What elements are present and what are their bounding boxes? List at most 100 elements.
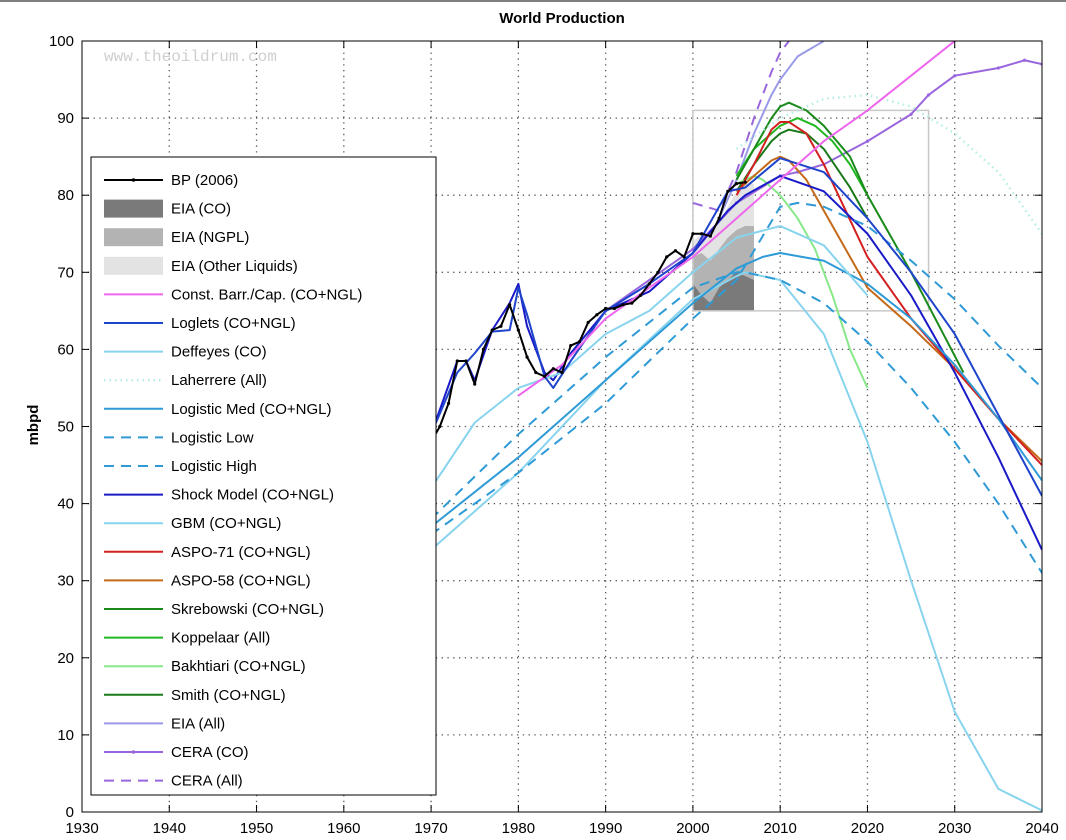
point-bp-2006 [604, 306, 608, 311]
point-bp-2006 [717, 216, 721, 220]
point-bp-2006 [673, 249, 678, 253]
legend: BP (2006) EIA (CO) EIA (NGPL) EIA (Other Li… [90, 156, 437, 796]
legend-label-laherrere-all: Laherrere (All) [171, 372, 267, 389]
x-tick-label: 1940 [153, 820, 186, 837]
point-bp-2006 [481, 347, 486, 351]
legend-label-deffeyes-co: Deffeyes (CO) [171, 344, 267, 361]
point-bp-2006 [464, 359, 468, 363]
series-line-laherrere-all [735, 93, 1042, 235]
point-bp-2006 [682, 255, 686, 259]
legend-swatch-eia-ngpl [104, 228, 163, 247]
point-bp-2006 [516, 328, 520, 332]
point-bp-2006 [700, 232, 704, 236]
y-tick-label: 70 [57, 264, 74, 281]
legend-label-koppelaar-all: Koppelaar (All) [171, 630, 270, 647]
point-bp-2006 [490, 328, 494, 332]
y-tick-label: 40 [57, 496, 74, 513]
x-tick-label: 2010 [763, 820, 796, 837]
watermark: www.theoildrum.com [104, 48, 277, 66]
legend-label-logistic-low: Logistic Low [171, 429, 254, 446]
x-tick-label: 1990 [589, 820, 622, 837]
x-tick-label: 1950 [240, 820, 273, 837]
y-axis-label: mbpd [25, 405, 42, 446]
series-line-logistic-high [430, 201, 1042, 536]
legend-label-bakhtiari-co-ngl: Bakhtiari (CO+NGL) [171, 658, 306, 675]
x-tick-label: 2030 [938, 820, 971, 837]
legend-label-smith-co-ngl: Smith (CO+NGL) [171, 687, 286, 704]
point-bp-2006 [734, 182, 739, 186]
point-bp-2006 [691, 232, 695, 236]
point-bp-2006 [525, 355, 529, 359]
point-bp-2006 [577, 340, 582, 344]
legend-label-skrebowski-co-ngl: Skrebowski (CO+NGL) [171, 601, 324, 618]
point-cera-co [926, 93, 931, 97]
legend-label-shock-model-co-ngl: Shock Model (CO+NGL) [171, 487, 334, 504]
x-tick-label: 1980 [502, 820, 535, 837]
tick-labels: 1930 1940 1950 1960 1970 1980 1990 2000 2010 2020… [49, 33, 1059, 837]
y-tick-label: 0 [66, 804, 74, 821]
legend-marker-bp-2006 [131, 178, 136, 182]
x-tick-label: 1970 [414, 820, 447, 837]
point-bp-2006 [586, 320, 590, 325]
point-bp-2006 [708, 234, 712, 238]
y-tick-label: 50 [57, 419, 74, 436]
y-tick-label: 30 [57, 573, 74, 590]
x-tick-label: 2020 [851, 820, 884, 837]
series-line-logistic-low [430, 271, 1042, 574]
legend-label-eia-all: EIA (All) [171, 715, 225, 732]
point-bp-2006 [665, 255, 669, 259]
point-bp-2006 [638, 293, 643, 298]
zoom-box-layer [692, 109, 930, 312]
legend-swatch-eia-co [104, 199, 163, 218]
legend-label-loglets-co-ngl: Loglets (CO+NGL) [171, 315, 296, 332]
point-bp-2006 [595, 313, 599, 317]
series-line-const-barr-cap-co-ngl [517, 41, 956, 397]
point-bp-2006 [446, 401, 451, 405]
legend-label-const-barr-cap-co-ngl: Const. Barr./Cap. (CO+NGL) [171, 286, 362, 303]
point-bp-2006 [569, 343, 573, 348]
axes-frame [81, 40, 1043, 813]
legend-marker-cera-co [131, 750, 136, 754]
point-bp-2006 [499, 324, 503, 328]
point-bp-2006 [551, 367, 555, 371]
legend-label-cera-co: CERA (CO) [171, 744, 249, 761]
chart-title: World Production [499, 10, 625, 27]
series-line-skrebowski-co-ngl [735, 101, 965, 373]
point-bp-2006 [534, 370, 538, 375]
series-line-logistic-med-co-ngl [430, 252, 1042, 528]
x-tick-label: 2040 [1025, 820, 1058, 837]
point-bp-2006 [612, 306, 616, 311]
y-tick-label: 90 [57, 110, 74, 127]
point-cera-co [1022, 58, 1027, 62]
point-bp-2006 [647, 282, 651, 286]
x-tick-label: 2000 [676, 820, 709, 837]
legend-swatch-eia-other-liquids [104, 256, 163, 275]
legend-label-cera-all: CERA (All) [171, 773, 243, 790]
point-bp-2006 [726, 189, 730, 193]
point-bp-2006 [542, 374, 547, 378]
legend-label-eia-ngpl: EIA (NGPL) [171, 229, 249, 246]
legend-items: BP (2006) EIA (CO) EIA (NGPL) EIA (Other Li… [104, 172, 362, 790]
point-bp-2006 [508, 303, 512, 307]
series-line-deffeyes-co [430, 225, 869, 489]
legend-label-aspo-71-co-ngl: ASPO-71 (CO+NGL) [171, 544, 311, 561]
legend-label-logistic-med-co-ngl: Logistic Med (CO+NGL) [171, 401, 331, 418]
point-bp-2006 [656, 270, 660, 274]
series-line-smith-co-ngl [735, 128, 869, 219]
zoom-box [692, 109, 930, 312]
legend-label-aspo-58-co-ngl: ASPO-58 (CO+NGL) [171, 572, 311, 589]
legend-label-eia-other-liquids: EIA (Other Liquids) [171, 258, 298, 275]
y-tick-label: 80 [57, 187, 74, 204]
series-line-koppelaar-all [735, 117, 869, 196]
point-cera-co [865, 139, 870, 143]
point-bp-2006 [438, 424, 442, 429]
legend-label-bp-2006: BP (2006) [171, 172, 238, 189]
legend-label-gbm-co-ngl: GBM (CO+NGL) [171, 515, 281, 532]
legend-label-eia-co: EIA (CO) [171, 201, 231, 218]
series-lines [429, 41, 1042, 812]
point-cera-co [909, 112, 913, 116]
y-tick-label: 10 [57, 727, 74, 744]
point-bp-2006 [473, 382, 477, 386]
point-bp-2006 [630, 301, 634, 305]
